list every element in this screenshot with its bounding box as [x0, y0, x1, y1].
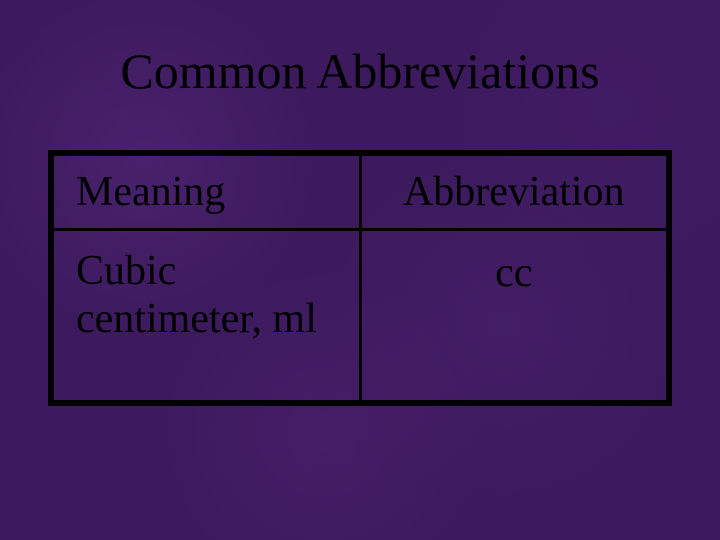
cell-abbreviation: cc [360, 230, 668, 402]
table-row: Cubic centimeter, ml cc [53, 230, 668, 402]
slide-title: Common Abbreviations [0, 42, 720, 100]
column-header-abbreviation: Abbreviation [360, 155, 668, 230]
table-header-row: Meaning Abbreviation [53, 155, 668, 230]
cell-meaning: Cubic centimeter, ml [53, 230, 361, 402]
abbreviations-table: Meaning Abbreviation Cubic centimeter, m… [48, 150, 672, 406]
column-header-meaning: Meaning [53, 155, 361, 230]
